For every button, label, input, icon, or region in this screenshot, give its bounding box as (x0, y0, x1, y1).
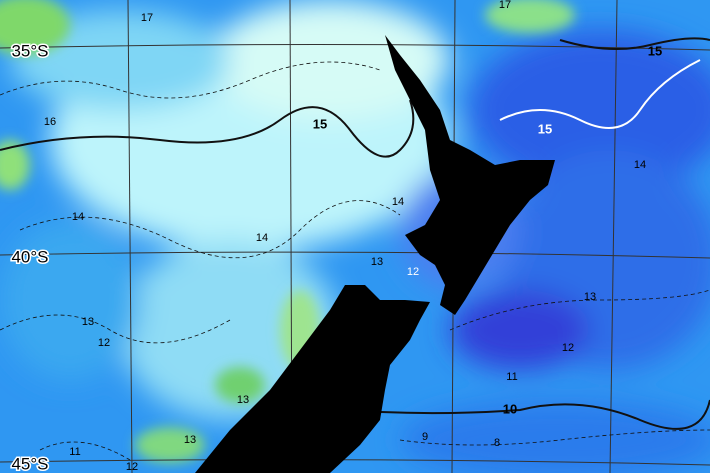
contour-label: 14 (256, 232, 268, 244)
contour-label: 16 (44, 116, 56, 128)
contour-label: 17 (499, 0, 511, 11)
grid-line (127, 0, 133, 473)
isotherm (0, 99, 415, 158)
contour-label: 12 (407, 266, 419, 278)
contour-label: 8 (494, 437, 500, 449)
isotherm (449, 289, 710, 331)
isotherm (399, 429, 710, 446)
contour-label: 12 (126, 461, 138, 473)
contour-label: 11 (506, 371, 517, 383)
isotherm (559, 37, 710, 50)
contour-label: 14 (72, 211, 84, 223)
contour-label: 15 (313, 116, 327, 131)
contour-label: 11 (69, 446, 80, 458)
contour-label: 13 (584, 291, 596, 303)
isotherm (499, 59, 701, 129)
grid-line (0, 43, 710, 51)
isotherm (39, 441, 131, 461)
north-island (385, 35, 555, 315)
contour-label: 12 (98, 337, 110, 349)
contour-label: 9 (422, 431, 428, 443)
latitude-label: 35°S (11, 41, 48, 60)
contour-label: 17 (141, 12, 153, 24)
isotherm (379, 399, 710, 430)
grid-line (0, 459, 710, 466)
latitude-label: 45°S (11, 454, 48, 473)
latitude-label: 40°S (11, 247, 48, 266)
contour-label: 14 (634, 159, 646, 171)
south-island (195, 285, 430, 473)
contour-label: 13 (184, 434, 196, 446)
contour-label: 14 (392, 196, 404, 208)
grid-line (0, 251, 710, 259)
contour-label: 12 (562, 342, 574, 354)
isotherm (0, 314, 231, 344)
contour-label: 13 (371, 256, 383, 268)
contour-label: 15 (648, 43, 662, 58)
isotherms (0, 61, 710, 461)
contour-label: 15 (538, 121, 552, 136)
contour-label: 10 (503, 401, 517, 416)
contour-label: 13 (237, 394, 249, 406)
contour-label: 13 (82, 316, 94, 328)
isotherm (19, 200, 401, 259)
grid-line (609, 0, 618, 473)
